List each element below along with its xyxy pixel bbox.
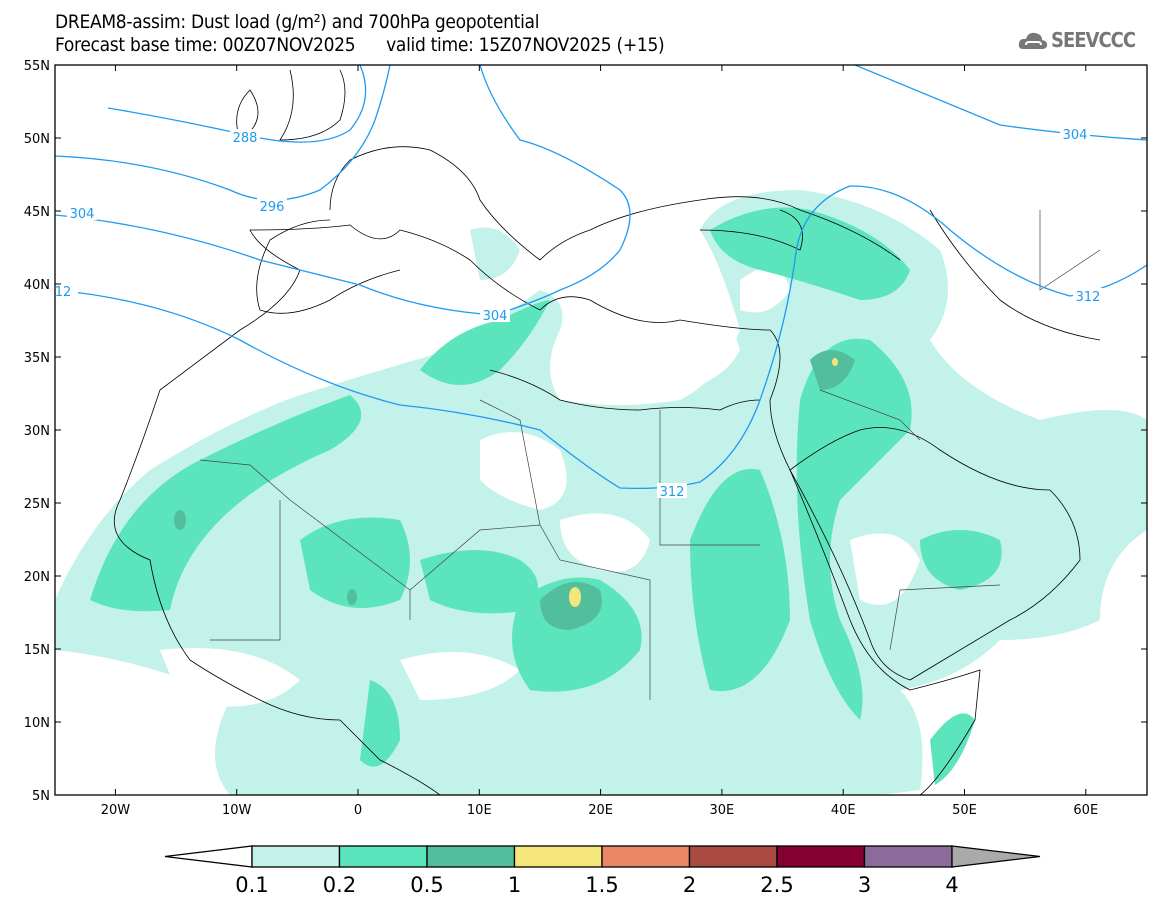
lon-label: 0 xyxy=(354,803,362,818)
legend-swatch xyxy=(513,845,603,868)
legend-label: 4 xyxy=(945,873,958,897)
geopotential-contours xyxy=(55,65,1147,490)
dust-field xyxy=(55,65,1147,795)
legend-swatch xyxy=(863,845,953,868)
legend-label: 2 xyxy=(683,873,696,897)
cloud-icon xyxy=(1018,32,1048,49)
lat-label: 40N xyxy=(24,278,50,293)
lon-label: 30E xyxy=(710,803,735,818)
contour-label: 12 xyxy=(55,285,72,300)
lon-label: 40E xyxy=(831,803,856,818)
legend-label: 1 xyxy=(508,873,521,897)
lat-label: 15N xyxy=(24,643,50,658)
legend-swatch xyxy=(776,845,866,868)
contour-label-bg xyxy=(257,198,287,213)
contour-label-bg xyxy=(67,205,97,220)
contour-label-bg xyxy=(1060,126,1090,141)
legend-label: 0.1 xyxy=(235,873,268,897)
legend-swatch xyxy=(601,845,691,868)
lon-label: 50E xyxy=(952,803,977,818)
legend-over-arrow xyxy=(951,845,1041,868)
contour-label: 296 xyxy=(260,200,285,215)
legend-swatch xyxy=(251,845,341,868)
lat-label: 10N xyxy=(24,716,50,731)
lon-label: 60E xyxy=(1073,803,1098,818)
lat-label: 5N xyxy=(32,789,50,804)
lat-label: 20N xyxy=(24,570,50,585)
lat-label: 35N xyxy=(24,351,50,366)
map-title: DREAM8-assim: Dust load (g/m²) and 700hP… xyxy=(55,11,540,33)
legend-swatch xyxy=(688,845,778,868)
contour-label: 288 xyxy=(233,131,258,146)
contour-label-bg xyxy=(657,483,687,498)
legend-label: 0.5 xyxy=(410,873,443,897)
legend-under-arrow xyxy=(164,845,253,868)
dust-free-areas xyxy=(160,267,920,707)
coastlines xyxy=(113,69,1101,795)
dust-0.5-1 xyxy=(174,350,855,630)
lat-label: 30N xyxy=(24,424,50,439)
lon-label: 10W xyxy=(222,803,252,818)
lat-label: 50N xyxy=(24,132,50,147)
dust-0.2-0.5 xyxy=(90,207,1002,785)
contour-label-bg xyxy=(1073,288,1103,303)
legend-swatch xyxy=(426,845,516,868)
dust-0.1-0.2 xyxy=(55,190,1147,795)
country-borders xyxy=(199,210,1101,700)
forecast-times: Forecast base time: 00Z07NOV2025 valid t… xyxy=(55,34,665,56)
lon-label: 20W xyxy=(101,803,131,818)
contour-label-bg xyxy=(480,307,510,322)
lat-label: 55N xyxy=(24,59,50,74)
legend-label: 0.2 xyxy=(323,873,356,897)
lat-label: 45N xyxy=(24,205,50,220)
dust-1-1.5 xyxy=(569,358,838,607)
colorbar-legend: 0.1 0.2 0.5 1 1.5 2 2.5 3 4 xyxy=(164,845,1041,897)
lat-label: 25N xyxy=(24,497,50,512)
lon-label: 20E xyxy=(588,803,613,818)
contour-labels: 288 296 304 304 304 312 312 12 xyxy=(48,126,1103,500)
seevccc-logo: SEEVCCC xyxy=(1018,28,1136,52)
lon-label: 10E xyxy=(467,803,492,818)
contour-label: 312 xyxy=(660,485,685,500)
legend-label: 1.5 xyxy=(585,873,618,897)
contour-label: 304 xyxy=(483,309,508,324)
map-axes: 55N 50N 45N 40N 35N 30N 25N 20N 15N 10N 5N 20W 10W 0 1… xyxy=(24,59,1147,818)
contour-label: 304 xyxy=(1063,128,1088,143)
legend-swatch xyxy=(338,845,428,868)
legend-label: 3 xyxy=(858,873,871,897)
legend-label: 2.5 xyxy=(760,873,793,897)
contour-label-bg xyxy=(230,129,260,144)
contour-label: 312 xyxy=(1076,290,1101,305)
contour-label: 304 xyxy=(70,207,95,222)
